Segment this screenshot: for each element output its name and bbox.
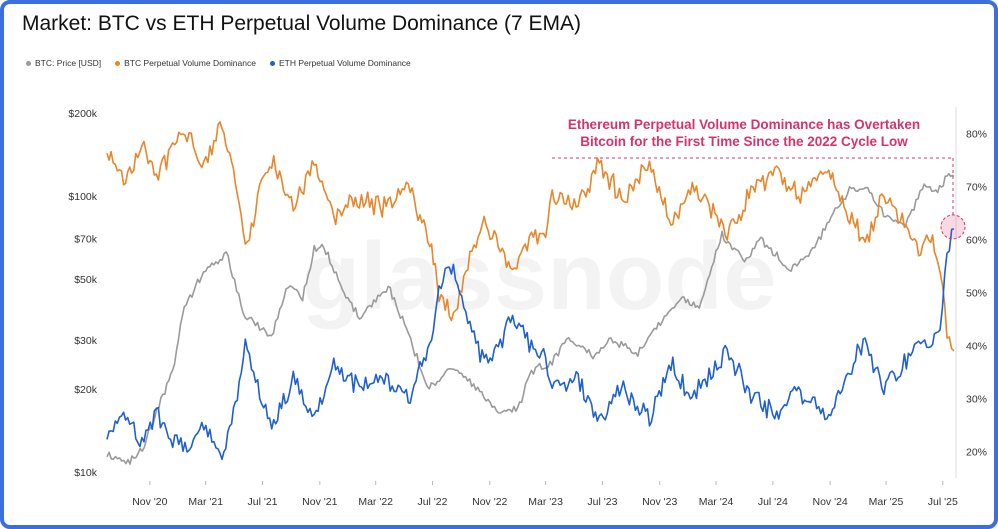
x-tick-label: Jul '23 <box>587 496 617 508</box>
y-right-tick-label: 40% <box>966 341 987 353</box>
x-tick-label: Nov '24 <box>812 496 847 508</box>
x-tick-label: Nov '20 <box>132 496 167 508</box>
legend-item-eth-dominance[interactable]: ETH Perpetual Volume Dominance <box>269 58 411 68</box>
y-left-tick-label: $200k <box>68 108 97 120</box>
legend-item-btc-price[interactable]: BTC: Price [USD] <box>26 58 101 68</box>
x-tick-label: Mar '21 <box>188 496 223 508</box>
series-line-btc-dominance <box>106 121 955 352</box>
legend-dot-btc-price <box>26 60 31 66</box>
x-tick-label: Mar '24 <box>699 496 734 508</box>
annotation-line-1: Ethereum Perpetual Volume Dominance has … <box>568 117 920 132</box>
y-left-tick-label: $30k <box>74 335 98 347</box>
x-tick-label: Jul '22 <box>417 496 447 508</box>
axes: $10k $20k $30k $50k $70k $100k $200k 20% 30% 40% 5… <box>68 107 987 508</box>
x-tick-label: Mar '23 <box>528 496 563 508</box>
chart-title: Market: BTC vs ETH Perpetual Volume Domi… <box>22 12 582 35</box>
y-left-tick-label: $70k <box>74 234 98 246</box>
x-tick-label: Mar '25 <box>869 496 904 508</box>
y-left-tick-label: $10k <box>74 467 98 479</box>
legend-item-btc-dominance[interactable]: BTC Perpetual Volume Dominance <box>115 58 256 68</box>
y-right-tick-label: 50% <box>966 288 987 300</box>
y-right-tick-label: 30% <box>966 394 987 406</box>
y-left-tick-label: $20k <box>74 384 98 396</box>
legend-label-btc-dominance: BTC Perpetual Volume Dominance <box>124 58 256 68</box>
y-left-tick-label: $100k <box>68 191 97 203</box>
x-tick-label: Jul '21 <box>248 496 278 508</box>
series-lines <box>106 121 955 465</box>
series-line-eth-dominance <box>106 228 955 461</box>
y-right-tick-label: 60% <box>966 235 987 247</box>
y-right-tick-label: 70% <box>966 182 987 194</box>
legend-dot-btc-dominance <box>115 60 121 66</box>
legend-dot-eth-dominance <box>269 60 275 66</box>
chart-svg: glassnode $10k $20k $30k $50k $70k $100k $200k… <box>68 107 987 508</box>
y-right-tick-label: 20% <box>966 447 987 459</box>
y-right-tick-label: 80% <box>966 129 987 141</box>
x-tick-label: Mar '22 <box>358 496 393 508</box>
legend: BTC: Price [USD] BTC Perpetual Volume Do… <box>26 58 411 68</box>
annotation-highlight-circle <box>940 214 966 240</box>
x-tick-label: Nov '22 <box>472 496 507 508</box>
legend-label-btc-price: BTC: Price [USD] <box>35 58 102 68</box>
legend-label-eth-dominance: ETH Perpetual Volume Dominance <box>278 58 411 68</box>
x-tick-label: Nov '23 <box>642 496 677 508</box>
watermark-text: glassnode <box>302 223 777 330</box>
x-tick-label: Jul '25 <box>928 496 958 508</box>
x-tick-label: Jul '24 <box>758 496 788 508</box>
annotation-line-2: Bitcoin for the First Time Since the 202… <box>580 134 908 149</box>
x-tick-label: Nov '21 <box>302 496 337 508</box>
series-line-btc-price <box>106 172 955 465</box>
y-left-tick-label: $50k <box>74 274 98 286</box>
